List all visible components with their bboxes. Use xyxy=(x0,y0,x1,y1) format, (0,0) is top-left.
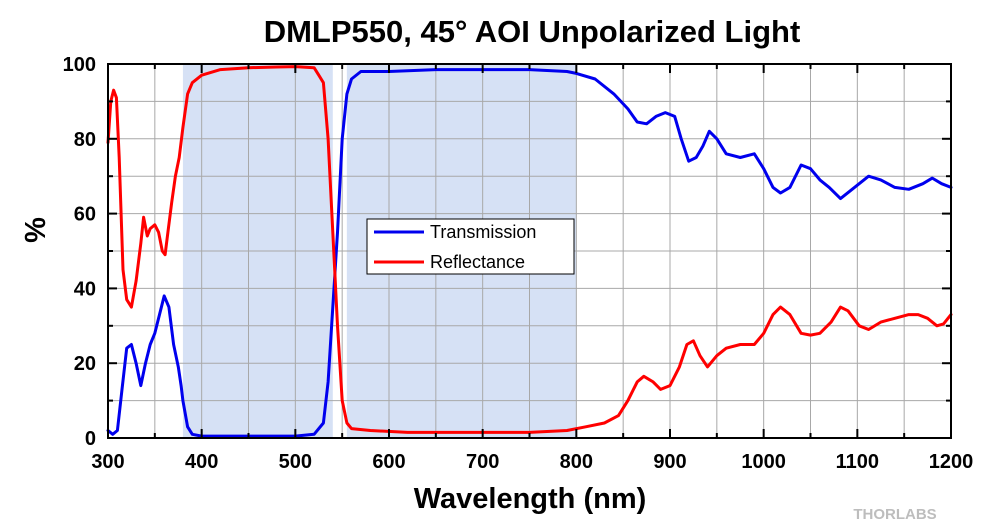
x-tick-label: 500 xyxy=(279,451,312,473)
y-tick-label: 80 xyxy=(74,129,96,151)
x-tick-label: 800 xyxy=(560,451,593,473)
y-axis-label: % xyxy=(20,217,52,243)
y-tick-label: 40 xyxy=(74,278,96,300)
x-tick-label: 1200 xyxy=(929,451,974,473)
y-tick-label: 100 xyxy=(63,54,96,76)
thorlabs-logo: THORLABS xyxy=(853,506,936,523)
x-tick-label: 400 xyxy=(185,451,218,473)
y-tick-label: 20 xyxy=(74,353,96,375)
x-tick-label: 700 xyxy=(466,451,499,473)
x-tick-label: 1100 xyxy=(836,451,879,473)
x-tick-label: 1000 xyxy=(741,451,786,473)
legend-box xyxy=(366,218,575,275)
x-tick-label: 600 xyxy=(372,451,405,473)
y-tick-labels: 0 20 40 60 80 100 xyxy=(63,54,96,450)
y-tick-label: 0 xyxy=(85,428,96,450)
series-line-transmission xyxy=(106,68,953,438)
x-tick-labels: 300 400 500 600 700 800 900 1000 1100 1200 xyxy=(91,451,973,473)
legend-label-transmission: Transmission xyxy=(430,222,536,242)
legend-label-reflectance: Reflectance xyxy=(430,252,525,272)
legend: Transmission Reflectance xyxy=(366,218,575,275)
tick-marks xyxy=(107,63,952,439)
chart-title: DMLP550, 45° AOI Unpolarized Light xyxy=(264,14,801,49)
y-tick-label: 60 xyxy=(74,204,96,226)
x-axis-label: Wavelength (nm) xyxy=(414,483,647,515)
x-tick-label: 900 xyxy=(653,451,686,473)
x-tick-label: 300 xyxy=(91,451,124,473)
